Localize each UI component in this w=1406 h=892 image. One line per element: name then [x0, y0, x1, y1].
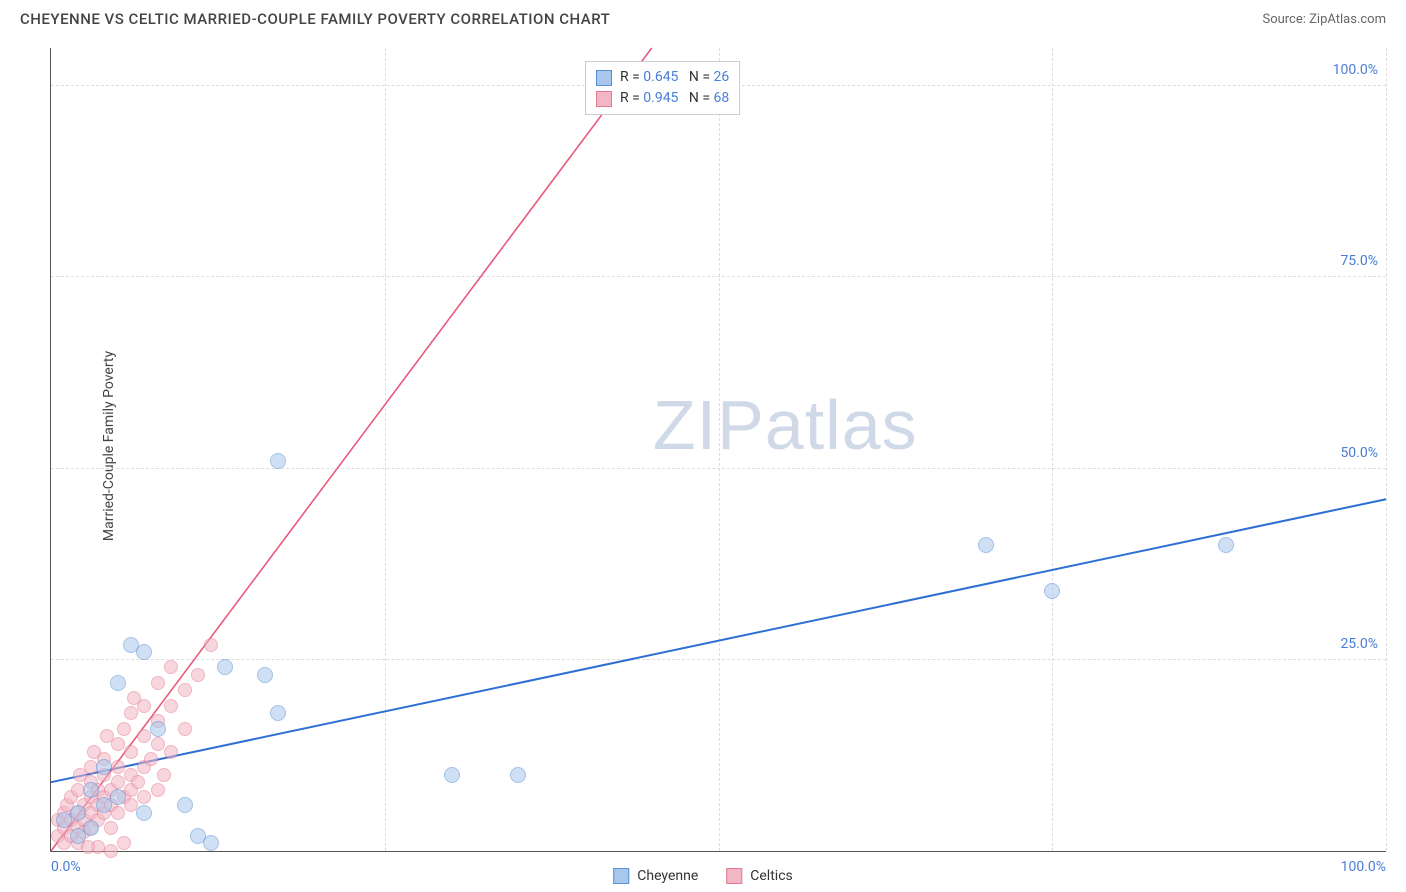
legend-item: Cheyenne	[613, 868, 698, 884]
data-point	[124, 706, 138, 720]
gridline-vertical	[1052, 48, 1053, 851]
data-point	[510, 767, 526, 783]
legend-swatch	[596, 70, 612, 86]
data-point	[111, 775, 125, 789]
data-point	[137, 790, 151, 804]
data-point	[191, 668, 205, 682]
data-point	[164, 699, 178, 713]
data-point	[83, 820, 99, 836]
x-tick-label: 100.0%	[1341, 859, 1386, 875]
gridline-vertical	[719, 48, 720, 851]
data-point	[203, 835, 219, 851]
x-tick-label: 0.0%	[51, 859, 81, 875]
legend-swatch	[613, 868, 629, 884]
data-point	[70, 805, 86, 821]
data-point	[137, 699, 151, 713]
data-point	[136, 644, 152, 660]
data-point	[1044, 583, 1060, 599]
data-point	[177, 797, 193, 813]
data-point	[110, 675, 126, 691]
scatter-plot-area: ZIPatlas 25.0%50.0%75.0%100.0%0.0%100.0%…	[50, 48, 1386, 852]
legend-label: Celtics	[750, 868, 792, 884]
legend-swatch	[726, 868, 742, 884]
data-point	[151, 783, 165, 797]
chart-source: Source: ZipAtlas.com	[1262, 12, 1386, 27]
data-point	[151, 676, 165, 690]
y-tick-label: 75.0%	[1340, 253, 1378, 269]
correlation-text: R = 0.645 N = 26	[620, 67, 729, 88]
gridline-vertical	[1386, 48, 1387, 851]
legend-label: Cheyenne	[637, 868, 698, 884]
data-point	[111, 737, 125, 751]
data-point	[204, 638, 218, 652]
data-point	[96, 759, 112, 775]
y-tick-label: 100.0%	[1333, 62, 1378, 78]
data-point	[104, 844, 118, 858]
data-point	[124, 745, 138, 759]
data-point	[131, 775, 145, 789]
chart-header: CHEYENNE VS CELTIC MARRIED-COUPLE FAMILY…	[0, 0, 1406, 34]
data-point	[164, 745, 178, 759]
data-point	[270, 453, 286, 469]
data-point	[164, 660, 178, 674]
watermark: ZIPatlas	[653, 385, 918, 465]
watermark-bold: ZIP	[653, 386, 765, 464]
legend: Cheyenne Celtics	[613, 868, 793, 884]
legend-item: Celtics	[726, 868, 792, 884]
data-point	[110, 789, 126, 805]
data-point	[151, 737, 165, 751]
y-tick-label: 25.0%	[1340, 636, 1378, 652]
correlation-row: R = 0.945 N = 68	[596, 88, 729, 109]
data-point	[157, 768, 171, 782]
data-point	[1218, 537, 1234, 553]
data-point	[270, 705, 286, 721]
data-point	[144, 752, 158, 766]
data-point	[104, 821, 118, 835]
data-point	[117, 836, 131, 850]
chart-title: CHEYENNE VS CELTIC MARRIED-COUPLE FAMILY…	[20, 10, 610, 28]
data-point	[257, 667, 273, 683]
correlation-row: R = 0.645 N = 26	[596, 67, 729, 88]
data-point	[978, 537, 994, 553]
watermark-light: atlas	[765, 386, 918, 464]
legend-swatch	[596, 91, 612, 107]
data-point	[217, 659, 233, 675]
data-point	[111, 760, 125, 774]
data-point	[117, 722, 131, 736]
correlation-box: R = 0.645 N = 26R = 0.945 N = 68	[585, 61, 740, 115]
y-tick-label: 50.0%	[1340, 445, 1378, 461]
data-point	[81, 840, 95, 854]
data-point	[111, 806, 125, 820]
gridline-vertical	[385, 48, 386, 851]
data-point	[178, 683, 192, 697]
correlation-text: R = 0.945 N = 68	[620, 88, 729, 109]
data-point	[150, 721, 166, 737]
data-point	[178, 722, 192, 736]
data-point	[136, 805, 152, 821]
data-point	[444, 767, 460, 783]
data-point	[83, 782, 99, 798]
